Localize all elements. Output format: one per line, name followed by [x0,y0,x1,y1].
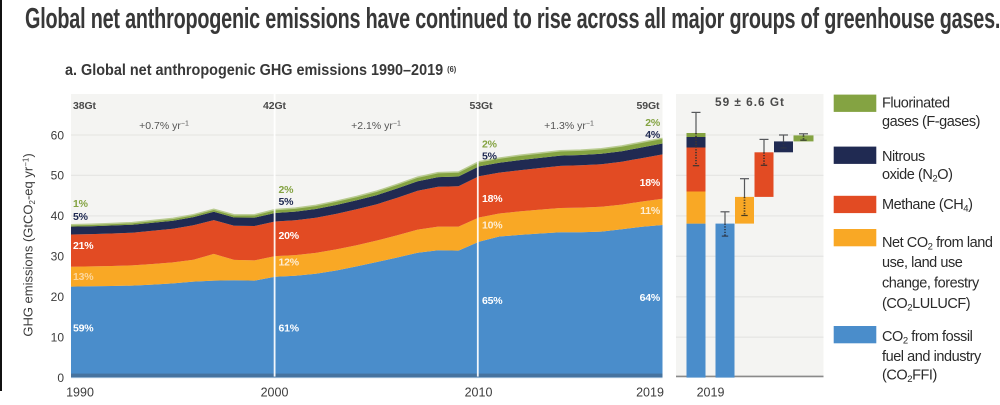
svg-text:50: 50 [51,169,65,183]
svg-text:53Gt: 53Gt [470,100,494,112]
svg-text:20: 20 [51,290,65,304]
svg-text:64%: 64% [640,292,661,304]
svg-text:42Gt: 42Gt [263,100,287,112]
svg-text:+1.3% yr−1: +1.3% yr−1 [544,120,594,132]
svg-text:Fluorinated: Fluorinated [882,96,950,112]
svg-text:13%: 13% [73,271,94,283]
svg-text:(CO2FFI): (CO2FFI) [882,368,937,386]
svg-text:5%: 5% [73,211,89,223]
svg-text:CO2 from fossil: CO2 from fossil [882,329,973,347]
svg-text:5%: 5% [279,196,295,208]
svg-text:20%: 20% [279,230,300,242]
svg-text:fuel and industry: fuel and industry [882,349,982,365]
svg-text:2%: 2% [279,184,295,196]
svg-text:10%: 10% [482,220,503,232]
svg-text:change, forestry: change, forestry [882,276,980,292]
svg-text:gases (F-gases): gases (F-gases) [882,114,980,130]
svg-text:18%: 18% [640,177,661,189]
svg-text:5%: 5% [482,151,498,163]
svg-text:59 ± 6.6 Gt: 59 ± 6.6 Gt [715,95,785,109]
svg-text:Net CO2 from land: Net CO2 from land [882,235,993,253]
svg-text:4%: 4% [645,129,661,141]
svg-text:2019: 2019 [636,386,664,400]
svg-text:2%: 2% [645,117,661,129]
svg-text:(CO2LULUCF): (CO2LULUCF) [882,296,970,314]
svg-text:2000: 2000 [261,386,289,400]
svg-text:18%: 18% [482,193,503,205]
svg-text:65%: 65% [482,295,503,307]
svg-text:+0.7% yr−1: +0.7% yr−1 [139,120,189,132]
svg-text:oxide (N2O): oxide (N2O) [882,167,952,185]
svg-text:2019: 2019 [697,386,725,400]
svg-text:2%: 2% [482,139,498,151]
svg-text:GHG emissions (GtCO2-eq yr−1): GHG emissions (GtCO2-eq yr−1) [21,153,38,336]
svg-text:1%: 1% [73,198,89,210]
svg-text:59%: 59% [73,323,94,335]
svg-text:12%: 12% [279,257,300,269]
svg-text:0: 0 [57,371,64,385]
svg-text:2010: 2010 [465,386,493,400]
svg-text:use, land use: use, land use [882,255,963,271]
svg-text:+2.1% yr−1: +2.1% yr−1 [351,120,401,132]
svg-text:40: 40 [51,209,65,223]
svg-text:60: 60 [51,128,65,142]
svg-text:10: 10 [51,331,65,345]
svg-text:Methane (CH4): Methane (CH4) [882,197,973,215]
svg-text:1990: 1990 [66,386,94,400]
svg-text:21%: 21% [73,240,94,252]
svg-text:61%: 61% [279,323,300,335]
svg-text:11%: 11% [640,205,661,217]
svg-text:Nitrous: Nitrous [882,149,925,165]
svg-text:38Gt: 38Gt [73,100,97,112]
svg-text:30: 30 [51,250,65,264]
svg-text:59Gt: 59Gt [637,100,661,112]
